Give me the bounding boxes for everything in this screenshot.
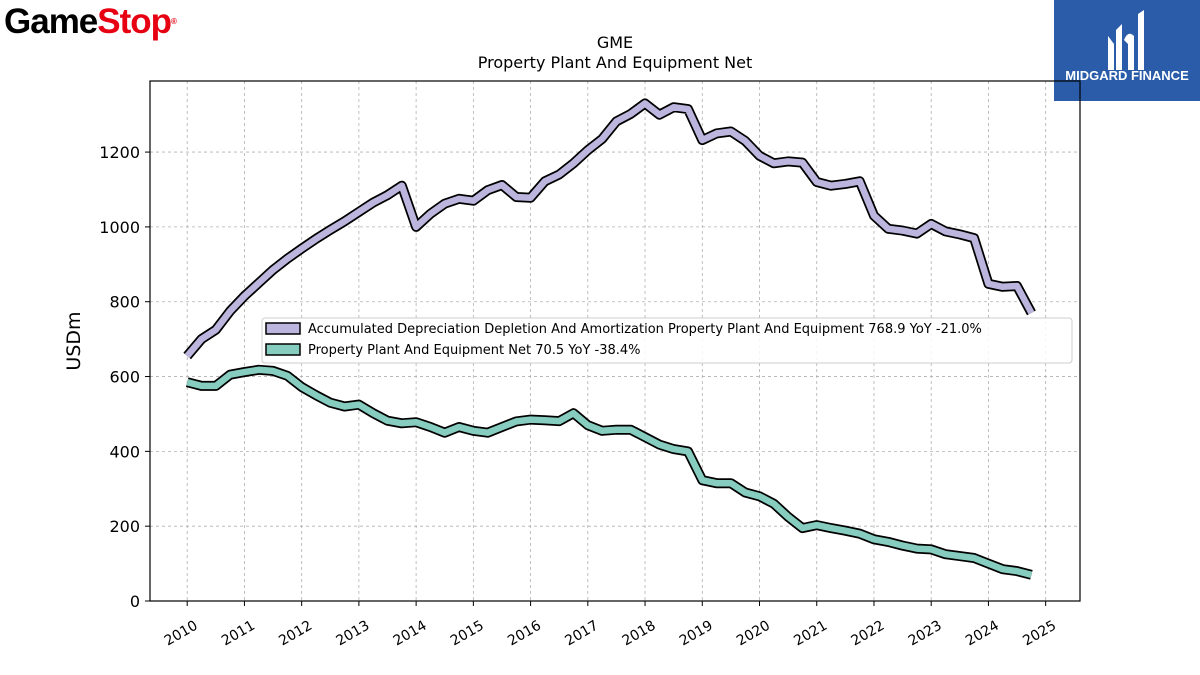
x-axis-ticks: 2010 2011 2012 2013 2014 2015 2016 2017 2018 2019… bbox=[162, 601, 1059, 649]
legend-label-accumulated-depreciation: Accumulated Depreciation Depletion And A… bbox=[308, 322, 982, 337]
y-tick-label: 400 bbox=[109, 442, 140, 461]
y-tick-label: 600 bbox=[109, 368, 140, 387]
y-tick-label: 200 bbox=[109, 517, 140, 536]
x-tick-label: 2010 bbox=[162, 618, 201, 650]
logo-right-text: MIDGARD FINANCE bbox=[1065, 68, 1189, 83]
series-lines bbox=[183, 98, 1036, 580]
logo-registered-mark: ® bbox=[171, 17, 177, 26]
x-tick-label: 2012 bbox=[276, 618, 315, 650]
legend-swatch-ppe-net bbox=[265, 343, 301, 356]
chart-legend: Accumulated Depreciation Depletion And A… bbox=[261, 317, 1073, 364]
x-tick-label: 2017 bbox=[562, 618, 601, 650]
x-tick-label: 2022 bbox=[849, 618, 888, 650]
logo-stop-text: Stop bbox=[97, 2, 172, 41]
x-tick-label: 2025 bbox=[1020, 618, 1059, 650]
chart-subtitle: Property Plant And Equipment Net bbox=[478, 53, 753, 72]
legend-box bbox=[261, 317, 1073, 364]
y-axis-ticks: 0 200 400 600 800 1000 1200 bbox=[99, 143, 150, 611]
gamestop-logo: GameStop® bbox=[4, 2, 177, 42]
chart-title: GME bbox=[597, 33, 633, 52]
midgard-emblem-icon bbox=[1108, 10, 1144, 70]
x-tick-label: 2019 bbox=[677, 618, 716, 650]
y-tick-label: 0 bbox=[130, 592, 140, 611]
x-tick-label: 2016 bbox=[505, 618, 544, 650]
logo-game-text: Game bbox=[4, 2, 98, 41]
plot-frame bbox=[149, 80, 1081, 602]
x-tick-label: 2018 bbox=[620, 618, 659, 650]
x-tick-label: 2020 bbox=[734, 618, 773, 650]
x-tick-label: 2021 bbox=[791, 618, 830, 650]
x-tick-label: 2023 bbox=[906, 618, 945, 650]
x-tick-label: 2015 bbox=[448, 618, 487, 650]
midgard-finance-logo: MIDGARD FINANCE bbox=[1054, 0, 1200, 101]
y-tick-label: 1200 bbox=[99, 143, 140, 162]
y-axis-label: USDm bbox=[63, 311, 85, 370]
y-tick-label: 800 bbox=[109, 293, 140, 312]
logo-background bbox=[1054, 0, 1200, 101]
y-tick-label: 1000 bbox=[99, 218, 140, 237]
x-tick-label: 2024 bbox=[963, 618, 1002, 650]
series-line-1 bbox=[186, 366, 1033, 578]
x-tick-label: 2014 bbox=[391, 618, 430, 650]
legend-label-ppe-net: Property Plant And Equipment Net 70.5 Yo… bbox=[308, 343, 641, 358]
legend-swatch-accumulated-depreciation bbox=[265, 322, 301, 335]
series-line-0 bbox=[184, 100, 1035, 359]
x-tick-label: 2011 bbox=[219, 618, 258, 650]
x-tick-label: 2013 bbox=[333, 618, 372, 650]
